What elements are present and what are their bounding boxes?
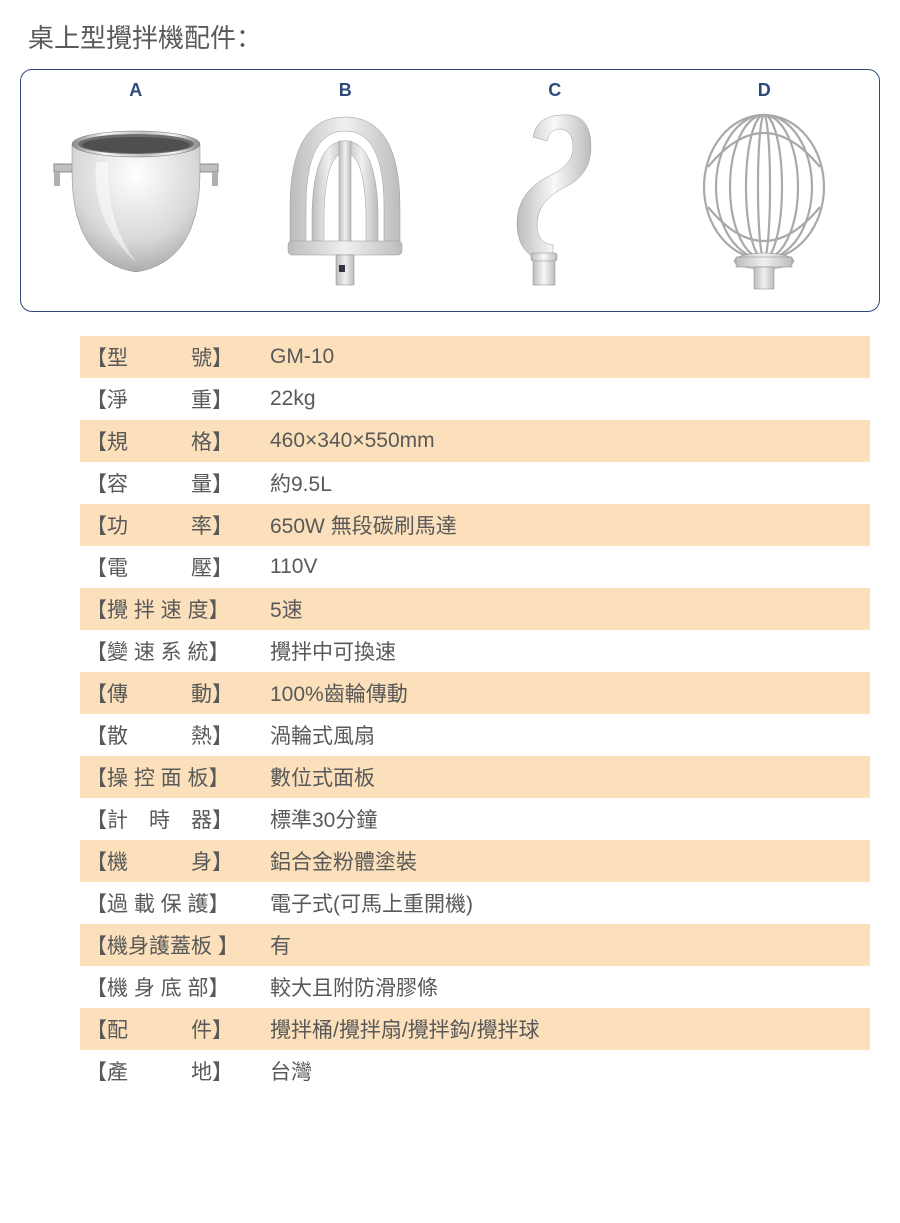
spec-value: 較大且附防滑膠條 bbox=[266, 972, 870, 1002]
spec-key: 【規 格】 bbox=[86, 426, 266, 456]
spec-value: 電子式(可馬上重開機) bbox=[266, 888, 870, 918]
spec-key: 【操 控 面 板】 bbox=[86, 762, 266, 792]
spec-row: 【電 壓】110V bbox=[80, 546, 870, 588]
spec-row: 【計 時 器】標準30分鐘 bbox=[80, 798, 870, 840]
spec-value: 攪拌桶/攪拌扇/攪拌鈎/攪拌球 bbox=[266, 1014, 870, 1044]
bowl-icon bbox=[36, 107, 236, 297]
spec-row: 【散 熱】渦輪式風扇 bbox=[80, 714, 870, 756]
spec-value: 約9.5L bbox=[266, 468, 870, 498]
spec-key: 【型 號】 bbox=[86, 342, 266, 372]
accessory-label-a: A bbox=[129, 80, 142, 101]
spec-row: 【容 量】約9.5L bbox=[80, 462, 870, 504]
spec-key: 【過 載 保 護】 bbox=[86, 888, 266, 918]
spec-value: 渦輪式風扇 bbox=[266, 720, 870, 750]
page-title: 桌上型攪拌機配件： bbox=[28, 18, 880, 55]
spec-key: 【攪 拌 速 度】 bbox=[86, 594, 266, 624]
spec-value: 650W 無段碳刷馬達 bbox=[266, 510, 870, 540]
spec-key: 【配 件】 bbox=[86, 1014, 266, 1044]
spec-row: 【攪 拌 速 度】5速 bbox=[80, 588, 870, 630]
spec-row: 【機身護蓋板 】有 bbox=[80, 924, 870, 966]
spec-value: GM-10 bbox=[266, 345, 870, 369]
spec-value: 鋁合金粉體塗裝 bbox=[266, 846, 870, 876]
spec-key: 【容 量】 bbox=[86, 468, 266, 498]
dough-hook-icon bbox=[495, 107, 615, 297]
spec-row: 【機 身】鋁合金粉體塗裝 bbox=[80, 840, 870, 882]
spec-value: 22kg bbox=[266, 387, 870, 411]
spec-row: 【機 身 底 部】較大且附防滑膠條 bbox=[80, 966, 870, 1008]
spec-row: 【產 地】台灣 bbox=[80, 1050, 870, 1092]
accessory-label-b: B bbox=[339, 80, 352, 101]
spec-value: 5速 bbox=[266, 594, 870, 624]
spec-value: 台灣 bbox=[266, 1056, 870, 1086]
accessory-b: B bbox=[241, 80, 451, 297]
spec-key: 【淨 重】 bbox=[86, 384, 266, 414]
wire-whip-icon bbox=[684, 107, 844, 297]
spec-value: 數位式面板 bbox=[266, 762, 870, 792]
accessory-a: A bbox=[31, 80, 241, 297]
spec-key: 【變 速 系 統】 bbox=[86, 636, 266, 666]
spec-key: 【產 地】 bbox=[86, 1056, 266, 1086]
spec-key: 【電 壓】 bbox=[86, 552, 266, 582]
spec-value: 標準30分鐘 bbox=[266, 804, 870, 834]
spec-row: 【操 控 面 板】數位式面板 bbox=[80, 756, 870, 798]
spec-key: 【傳 動】 bbox=[86, 678, 266, 708]
spec-row: 【傳 動】100%齒輪傳動 bbox=[80, 672, 870, 714]
accessory-label-c: C bbox=[548, 80, 561, 101]
spec-key: 【機身護蓋板 】 bbox=[86, 930, 266, 960]
spec-value: 100%齒輪傳動 bbox=[266, 678, 870, 708]
spec-value: 攪拌中可換速 bbox=[266, 636, 870, 666]
spec-value: 460×340×550mm bbox=[266, 429, 870, 453]
spec-row: 【變 速 系 統】攪拌中可換速 bbox=[80, 630, 870, 672]
accessory-d: D bbox=[660, 80, 870, 297]
accessories-panel: A bbox=[20, 69, 880, 312]
spec-row: 【規 格】460×340×550mm bbox=[80, 420, 870, 462]
spec-row: 【淨 重】22kg bbox=[80, 378, 870, 420]
spec-row: 【功 率】650W 無段碳刷馬達 bbox=[80, 504, 870, 546]
spec-key: 【機 身 底 部】 bbox=[86, 972, 266, 1002]
spec-key: 【機 身】 bbox=[86, 846, 266, 876]
spec-key: 【功 率】 bbox=[86, 510, 266, 540]
spec-key: 【散 熱】 bbox=[86, 720, 266, 750]
spec-row: 【配 件】攪拌桶/攪拌扇/攪拌鈎/攪拌球 bbox=[80, 1008, 870, 1050]
spec-key: 【計 時 器】 bbox=[86, 804, 266, 834]
flat-beater-icon bbox=[270, 107, 420, 297]
spec-value: 有 bbox=[266, 930, 870, 960]
spec-row: 【過 載 保 護】電子式(可馬上重開機) bbox=[80, 882, 870, 924]
spec-table: 【型 號】GM-10【淨 重】22kg【規 格】460×340×550mm【容 … bbox=[80, 336, 870, 1092]
spec-row: 【型 號】GM-10 bbox=[80, 336, 870, 378]
accessory-c: C bbox=[450, 80, 660, 297]
spec-value: 110V bbox=[266, 555, 870, 579]
accessory-label-d: D bbox=[758, 80, 771, 101]
